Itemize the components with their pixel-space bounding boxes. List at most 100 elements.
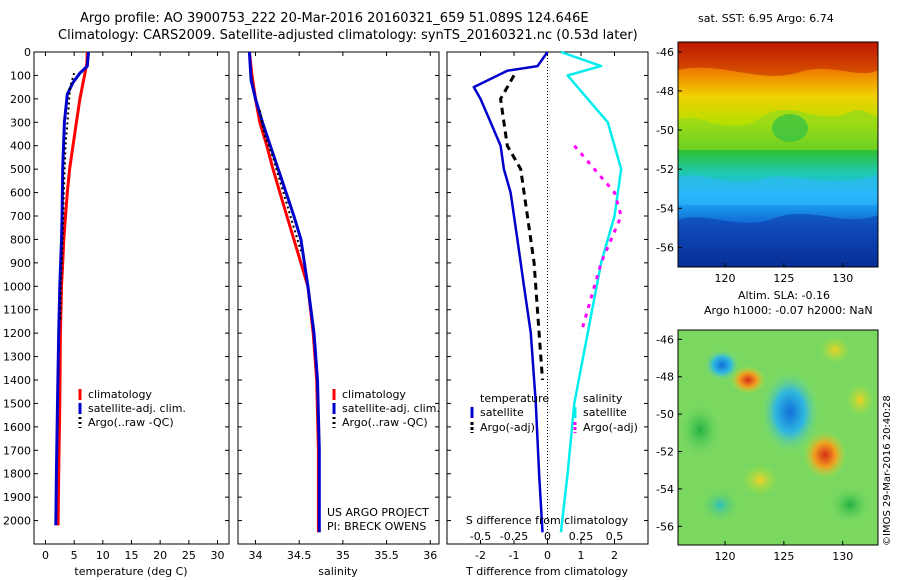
sst-axes-box [677, 41, 879, 268]
sla-map: 120 125 130 -46 -48 -50 -52 -54 -56 ©IMOS 29-Mar… [656, 329, 893, 563]
depth-tick-label: 1300 [3, 351, 31, 364]
sst-eddy [772, 114, 808, 142]
depth-axis: 0 100 200 300 400 500 600 700 800 900 1000 1100 1200… [3, 46, 229, 528]
depth-tick-label: 1500 [3, 397, 31, 410]
sla-map-title-line2: Argo h1000: -0.07 h2000: NaN [704, 304, 873, 317]
series-line-satellite-adj-clim- [54, 51, 90, 526]
salinity-series [247, 51, 321, 533]
x-tick-label: 25 [182, 549, 196, 562]
map-y-tick-label: -48 [656, 371, 674, 384]
s-difference-tick-label: 0 [544, 530, 551, 543]
sla-cyan-sw [702, 489, 738, 521]
x-tick-label: 2 [611, 549, 618, 562]
legend-label: Argo(-adj) [583, 421, 638, 434]
x-tick-label: 35 [336, 549, 350, 562]
sst-map-title: sat. SST: 6.95 Argo: 6.74 [698, 12, 834, 25]
map-y-tick-label: -56 [656, 520, 674, 533]
sla-axes-box [677, 329, 879, 546]
salinity-panel: 34 34.5 35 35.5 36 salinity climatologysatel… [237, 51, 440, 578]
depth-tick-label: 0 [24, 46, 31, 59]
series-line-argo-adj- [573, 144, 623, 334]
temperature-legend-title: temperature [480, 392, 549, 405]
x-tick-label: 35.5 [374, 549, 399, 562]
salinity-x-label: salinity [318, 565, 358, 578]
s-difference-tick-label: 0.5 [606, 530, 624, 543]
depth-tick-label: 300 [10, 116, 31, 129]
difference-x-axis: -2 -1 0 1 2 [475, 52, 618, 562]
map-y-tick-label: -48 [656, 85, 674, 98]
sla-low-center [760, 370, 820, 454]
s-difference-ticks: -0.5 -0.25 0 0.25 0.5 [470, 530, 623, 543]
sst-front-cyan [678, 175, 878, 205]
x-tick-label: -2 [475, 549, 486, 562]
sla-map-title-line1: Altim. SLA: -0.16 [738, 289, 831, 302]
depth-tick-label: 2000 [3, 515, 31, 528]
difference-depth-ticks [447, 51, 648, 522]
s-difference-label: S difference from climatology [466, 514, 629, 527]
legend-label: satellite [583, 406, 627, 419]
legend-label: satellite-adj. clim. [88, 402, 186, 415]
x-tick-label: 30 [211, 549, 225, 562]
map-x-tick-label: 125 [773, 272, 794, 285]
series-line-satellite [559, 50, 623, 533]
imos-credit: ©IMOS 29-Mar-2016 20:40:28 [882, 395, 893, 546]
s-difference-tick-label: 0.25 [569, 530, 594, 543]
sla-high-north [730, 366, 766, 394]
map-y-tick-label: -54 [656, 202, 674, 215]
project-annotation: US ARGO PROJECT [327, 506, 429, 519]
x-tick-label: 34 [248, 549, 262, 562]
difference-series [472, 50, 623, 533]
sla-high-east [803, 431, 847, 479]
depth-tick-label: 1600 [3, 421, 31, 434]
x-tick-label: 0 [42, 549, 49, 562]
depth-tick-label: 400 [10, 140, 31, 153]
sla-green-west [680, 404, 720, 456]
x-tick-label: -1 [509, 549, 520, 562]
salinity-depth-ticks [238, 51, 439, 522]
sla-high-east2 [846, 382, 874, 418]
legend-label: climatology [342, 388, 406, 401]
map-y-tick-label: -50 [656, 408, 674, 421]
map-x-tick-label: 130 [832, 550, 853, 563]
salinity-x-axis: 34 34.5 35 35.5 36 [248, 52, 437, 562]
x-tick-label: 0 [544, 549, 551, 562]
map-y-tick-label: -46 [656, 333, 674, 346]
depth-tick-label: 1100 [3, 304, 31, 317]
sst-map: 120 125 130 -46 -48 -50 -52 -54 -56 [656, 41, 879, 285]
temperature-series [54, 51, 90, 526]
x-tick-label: 36 [423, 549, 437, 562]
difference-panel: -2 -1 0 1 2 T difference from climatology S … [446, 50, 649, 578]
map-x-tick-label: 120 [715, 550, 736, 563]
temperature-panel: 0100200300400500600700800900100011001200… [3, 46, 230, 578]
depth-tick-label: 100 [10, 69, 31, 82]
legend-label: satellite-adj. clim. [342, 402, 440, 415]
salinity-axes-box [237, 51, 440, 545]
pi-annotation: PI: BRECK OWENS [327, 520, 426, 533]
map-x-tick-label: 120 [715, 272, 736, 285]
profile-title: Argo profile: AO 3900753_222 20-Mar-2016… [80, 11, 589, 26]
legend-label: climatology [88, 388, 152, 401]
map-y-tick-label: -46 [656, 46, 674, 59]
depth-tick-label: 1000 [3, 280, 31, 293]
map-y-tick-label: -52 [656, 446, 674, 459]
sla-low-north [704, 349, 740, 381]
depth-tick-label: 1700 [3, 444, 31, 457]
series-line-satellite-adj-clim- [247, 51, 321, 533]
depth-tick-label: 900 [10, 257, 31, 270]
temperature-x-label: temperature (deg C) [74, 565, 187, 578]
series-line-climatology [56, 51, 89, 526]
depth-tick-label: 600 [10, 187, 31, 200]
legend-label: Argo(..raw -QC) [88, 416, 174, 429]
map-y-tick-label: -56 [656, 241, 674, 254]
x-tick-label: 1 [578, 549, 585, 562]
map-x-tick-label: 130 [832, 272, 853, 285]
map-x-tick-label: 125 [773, 550, 794, 563]
sla-high-south [742, 464, 778, 496]
t-difference-label: T difference from climatology [465, 565, 628, 578]
legend-label: satellite [480, 406, 524, 419]
x-tick-label: 10 [96, 549, 110, 562]
map-y-tick-label: -52 [656, 163, 674, 176]
series-line-satellite [472, 51, 549, 533]
